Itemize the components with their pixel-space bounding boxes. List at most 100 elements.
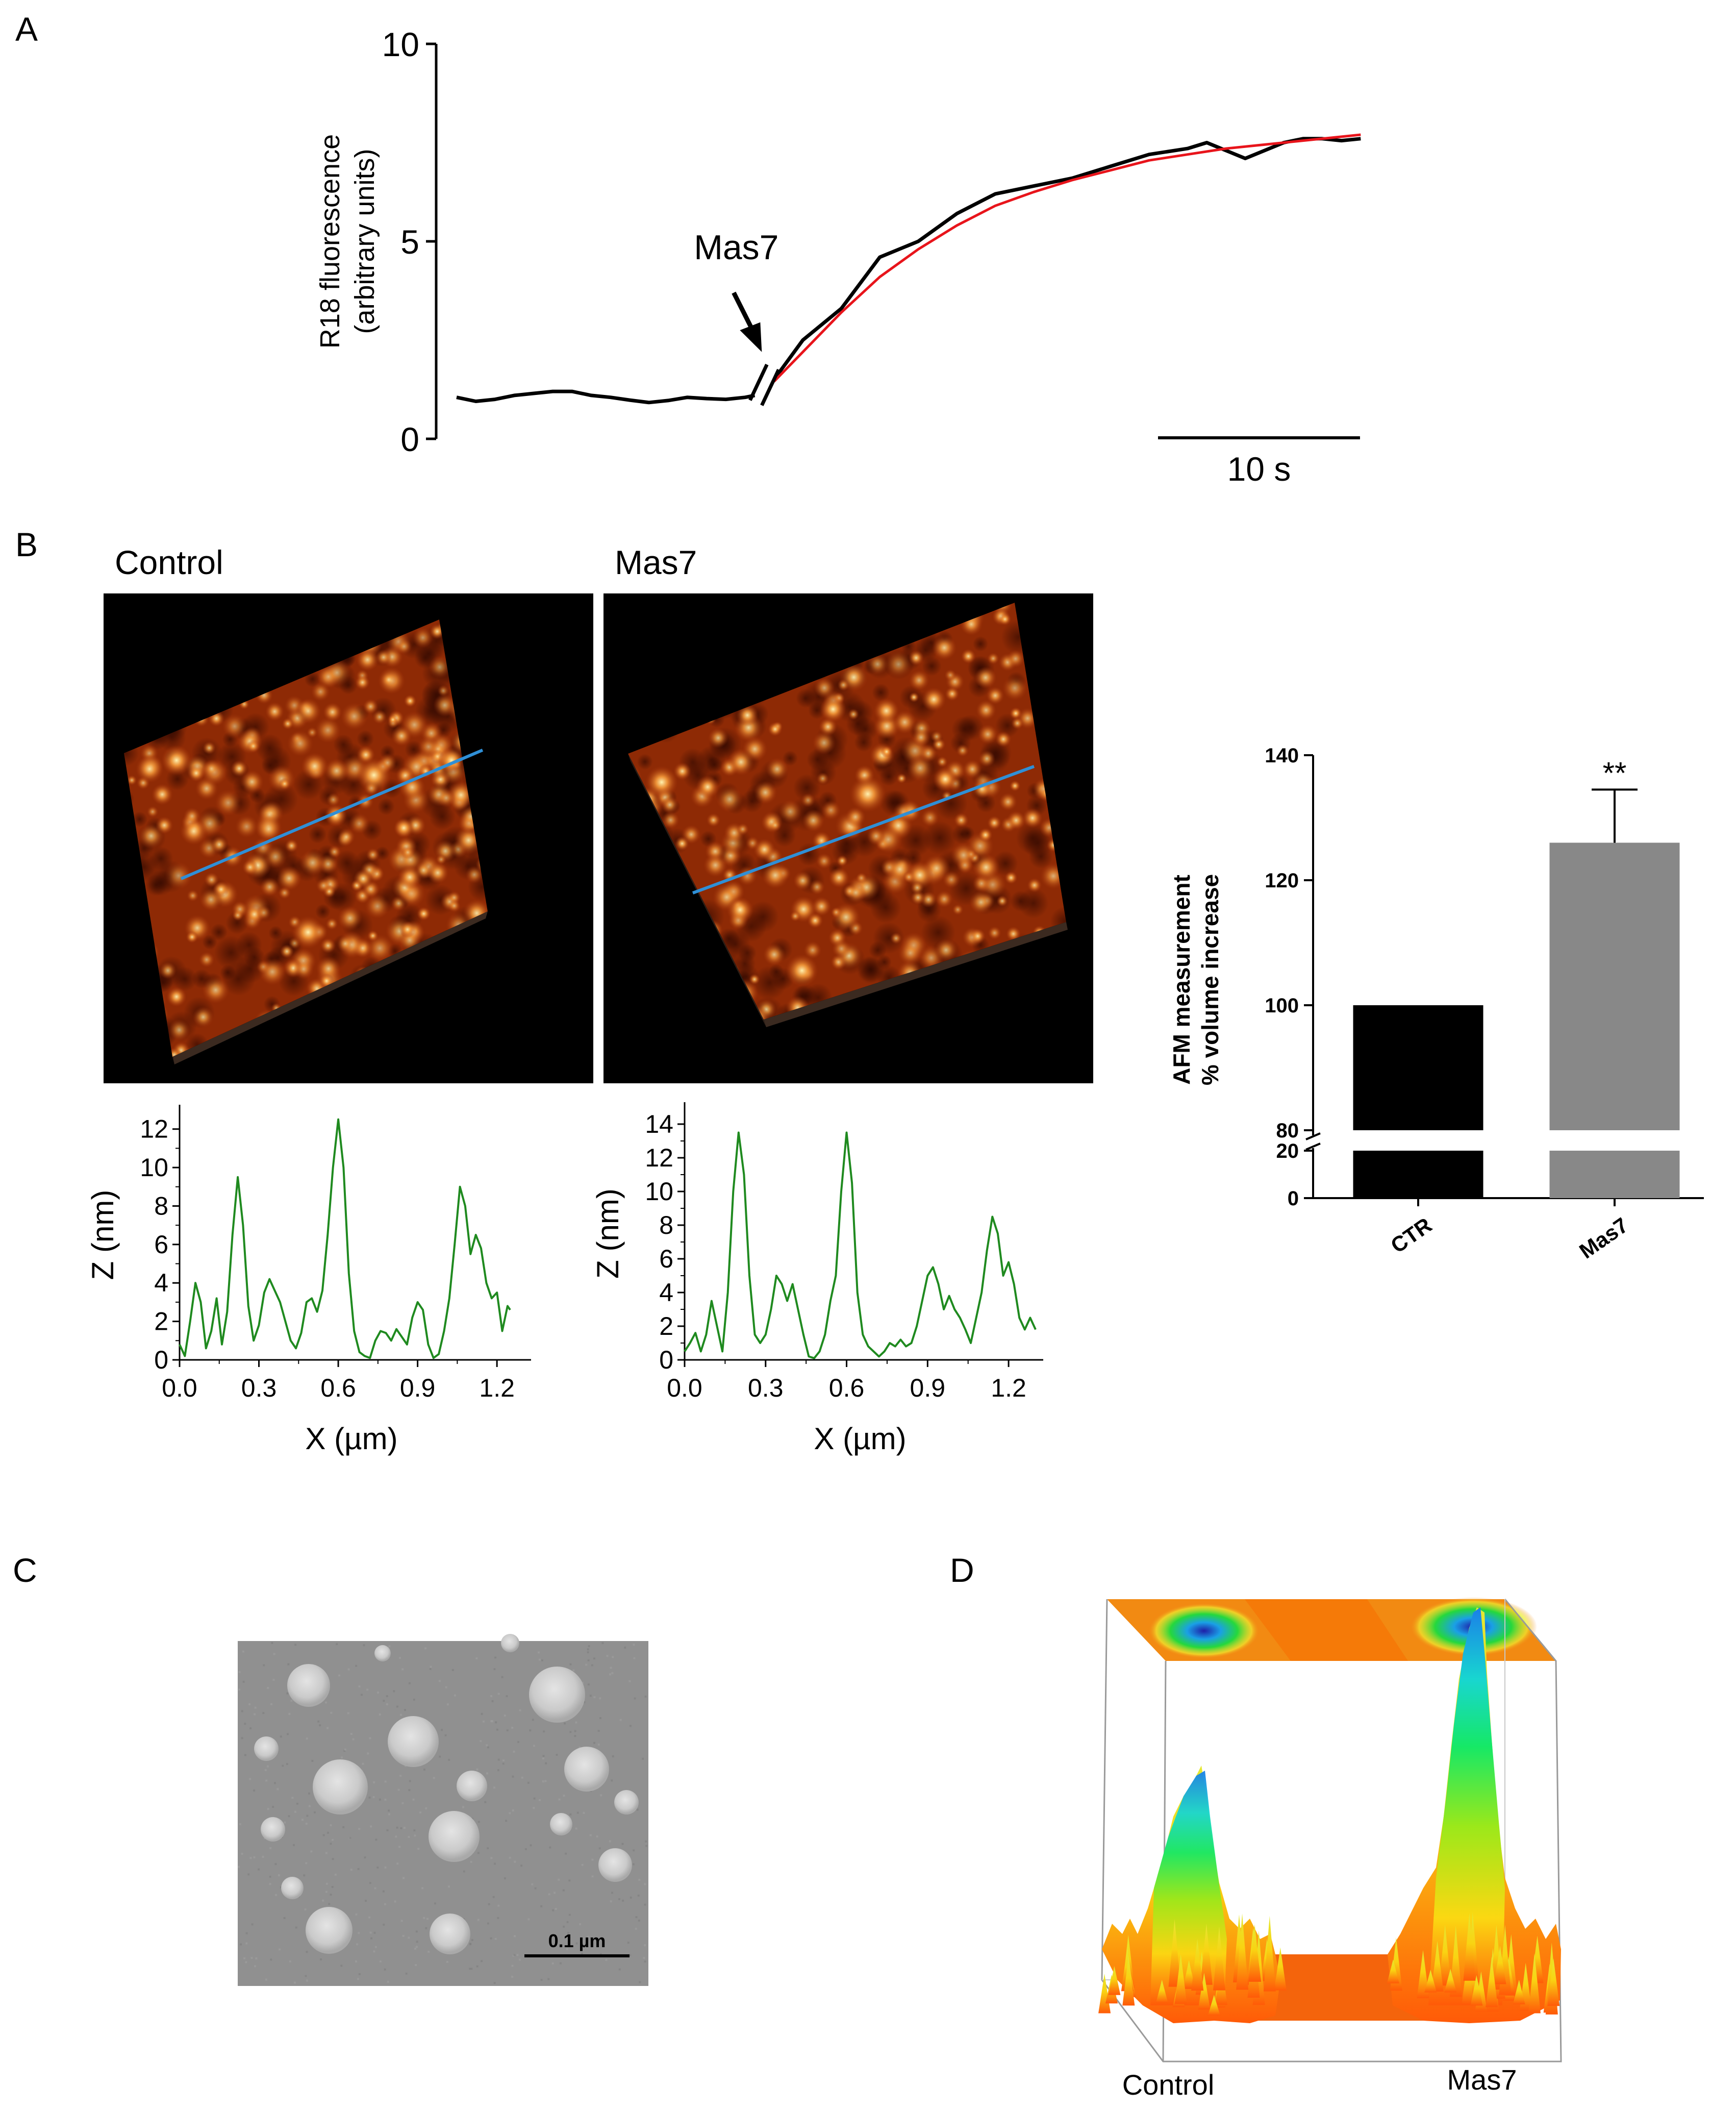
sem-noise bbox=[369, 1737, 371, 1740]
sem-noise bbox=[379, 1798, 381, 1801]
sem-noise bbox=[487, 1847, 489, 1850]
afm-texture-grain bbox=[437, 685, 449, 697]
sem-noise bbox=[404, 1765, 407, 1767]
sem-noise bbox=[629, 1725, 632, 1727]
sem-noise bbox=[497, 1904, 500, 1907]
sem-noise bbox=[638, 1879, 641, 1881]
sem-noise bbox=[373, 1781, 375, 1783]
afm-texture-grain bbox=[316, 878, 332, 893]
sem-noise bbox=[509, 1856, 511, 1859]
sem-noise bbox=[538, 1658, 541, 1661]
sem-noise bbox=[593, 1696, 596, 1699]
profile_control-y-tick-label: 2 bbox=[154, 1307, 168, 1336]
profile_mas7-series-line bbox=[684, 1131, 1037, 1359]
sem-noise bbox=[547, 1978, 550, 1980]
sem-noise bbox=[358, 1973, 361, 1975]
afm-texture-grain bbox=[166, 986, 187, 1007]
profile_mas7-y-tick-label: 4 bbox=[659, 1278, 673, 1307]
sem-noise bbox=[241, 1852, 243, 1855]
profile_mas7-y-label: Z (nm) bbox=[591, 1188, 625, 1279]
afm-texture-grain bbox=[828, 867, 850, 888]
afm-texture-grain bbox=[945, 686, 960, 701]
surface-noise-spike bbox=[1444, 1969, 1457, 1993]
sem-vesicle bbox=[614, 1790, 639, 1815]
sem-noise bbox=[424, 1647, 427, 1650]
sem-noise bbox=[600, 1794, 602, 1797]
sem-noise bbox=[477, 1919, 480, 1921]
afm-texture-grain bbox=[396, 638, 412, 655]
sem-noise bbox=[269, 1883, 271, 1885]
bar-axis-break-mark bbox=[1305, 1132, 1321, 1140]
sem-noise bbox=[288, 1712, 291, 1715]
sem-noise bbox=[589, 1695, 592, 1697]
sem-noise bbox=[274, 1863, 277, 1866]
sem-noise bbox=[408, 1835, 410, 1838]
sem-noise bbox=[513, 1954, 516, 1956]
sem-noise bbox=[426, 1918, 429, 1920]
sem-noise bbox=[589, 1834, 592, 1836]
sem-noise bbox=[355, 1913, 358, 1916]
bar-ctr-upper bbox=[1353, 1005, 1483, 1130]
sem-noise bbox=[369, 1931, 372, 1934]
afm-texture-grain bbox=[168, 1019, 190, 1041]
afm-texture-grain bbox=[950, 842, 977, 868]
afm-texture-grain bbox=[366, 934, 394, 962]
sem-image: 0.1 µm bbox=[238, 1634, 648, 1986]
sem-noise bbox=[294, 1644, 297, 1646]
sem-noise bbox=[241, 1737, 243, 1740]
sem-noise bbox=[496, 1728, 498, 1731]
sem-noise bbox=[258, 1868, 260, 1871]
sem-noise bbox=[563, 1925, 565, 1928]
sem-vesicle bbox=[306, 1907, 353, 1954]
sem-noise bbox=[367, 1752, 369, 1755]
afm-texture-grain bbox=[726, 897, 754, 924]
afm-texture-grain bbox=[802, 809, 825, 832]
sem-noise bbox=[304, 1908, 307, 1910]
fluorescence-chart: 0 5 10 R18 fluorescence (arbitrary units) Mas… bbox=[315, 26, 1361, 488]
afm-texture-grain bbox=[307, 727, 318, 738]
sem-noise bbox=[325, 1882, 328, 1885]
afm-texture-grain bbox=[885, 651, 912, 678]
sem-noise bbox=[578, 1746, 581, 1749]
sem-noise bbox=[545, 1762, 547, 1765]
afm-texture-grain bbox=[320, 938, 336, 954]
sem-noise bbox=[262, 1712, 265, 1715]
afm-texture-grain bbox=[763, 943, 786, 966]
sem-noise bbox=[581, 1863, 584, 1866]
afm-texture-pit bbox=[637, 754, 653, 770]
afm-texture-pit bbox=[972, 636, 989, 652]
sem-noise bbox=[341, 1756, 343, 1759]
sem-noise bbox=[587, 1683, 590, 1686]
sem-noise bbox=[569, 1731, 572, 1733]
sem-noise bbox=[290, 1700, 293, 1702]
fluorescence-y-label-line1: R18 fluorescence bbox=[315, 134, 345, 349]
sem-noise bbox=[419, 1811, 421, 1813]
sem-noise bbox=[549, 1846, 551, 1849]
sem-noise bbox=[497, 1693, 500, 1695]
afm-texture-pit bbox=[308, 825, 327, 844]
sem-noise bbox=[248, 1703, 251, 1706]
afm-bright-particle bbox=[645, 766, 678, 799]
afm-texture-grain bbox=[975, 700, 997, 720]
sem-noise bbox=[409, 1780, 411, 1782]
sem-noise bbox=[542, 1780, 544, 1783]
sem-noise bbox=[384, 1968, 386, 1971]
afm-texture-grain bbox=[231, 760, 248, 777]
sem-noise bbox=[519, 1709, 521, 1711]
afm-texture-pit bbox=[144, 874, 167, 897]
sem-noise bbox=[374, 1887, 376, 1890]
sem-noise bbox=[267, 1808, 269, 1810]
afm-texture-grain bbox=[816, 853, 833, 869]
sem-noise bbox=[556, 1754, 558, 1756]
sem-noise bbox=[599, 1953, 602, 1955]
sem-noise bbox=[372, 1796, 375, 1798]
afm-texture-grain bbox=[836, 855, 848, 866]
sem-noise bbox=[635, 1927, 637, 1930]
afm-control-title: Control bbox=[115, 543, 223, 581]
afm-texture-pit bbox=[872, 922, 905, 954]
afm-texture-grain bbox=[905, 861, 934, 889]
sem-noise bbox=[253, 1713, 256, 1716]
sem-noise bbox=[376, 1691, 379, 1694]
sem-noise bbox=[558, 1878, 560, 1881]
sem-noise bbox=[250, 1957, 253, 1959]
